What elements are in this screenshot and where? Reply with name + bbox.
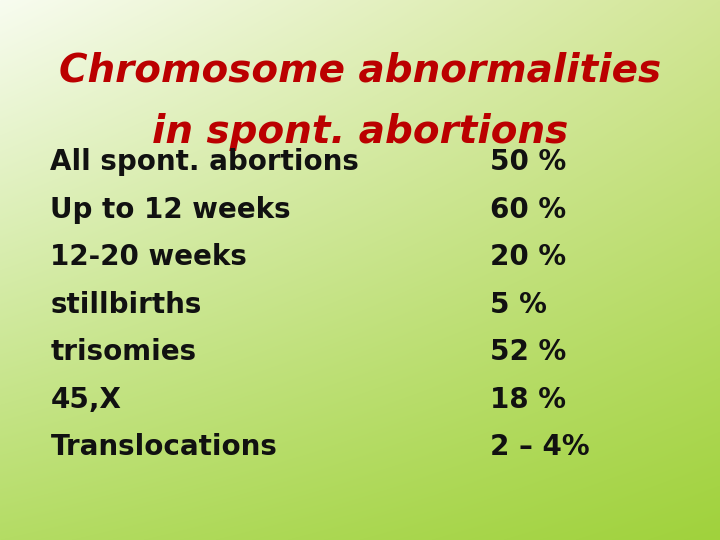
- Text: All spont. abortions: All spont. abortions: [50, 148, 359, 176]
- Text: 2 – 4%: 2 – 4%: [490, 433, 589, 461]
- Text: 5 %: 5 %: [490, 291, 546, 319]
- Text: Chromosome abnormalities: Chromosome abnormalities: [59, 51, 661, 89]
- Text: Up to 12 weeks: Up to 12 weeks: [50, 195, 291, 224]
- Text: 60 %: 60 %: [490, 195, 566, 224]
- Text: in spont. abortions: in spont. abortions: [152, 113, 568, 151]
- Text: 52 %: 52 %: [490, 338, 566, 366]
- Text: 20 %: 20 %: [490, 243, 566, 271]
- Text: 45,X: 45,X: [50, 386, 121, 414]
- Text: stillbirths: stillbirths: [50, 291, 202, 319]
- Text: Translocations: Translocations: [50, 433, 277, 461]
- Text: trisomies: trisomies: [50, 338, 197, 366]
- Text: 50 %: 50 %: [490, 148, 566, 176]
- Text: 12-20 weeks: 12-20 weeks: [50, 243, 247, 271]
- Text: 18 %: 18 %: [490, 386, 566, 414]
